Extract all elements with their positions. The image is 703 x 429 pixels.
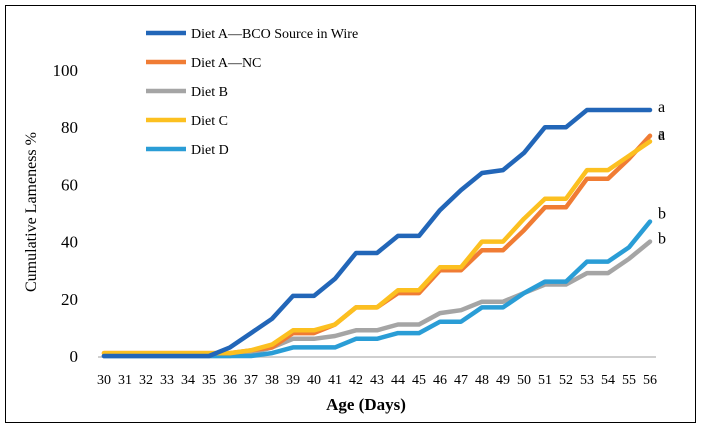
series-line-diet-a-nc: [101, 133, 653, 356]
x-tick-label: 31: [118, 373, 132, 388]
end-label: b: [658, 231, 666, 248]
y-tick-label: 100: [53, 61, 79, 80]
chart-legend: Diet A—BCO Source in Wire Diet A—NC Diet B…: [146, 27, 358, 158]
x-tick-label: 33: [160, 373, 174, 388]
end-label: a: [658, 126, 665, 143]
legend-label: Diet B: [191, 85, 228, 100]
legend-item: Diet A—NC: [146, 56, 261, 71]
end-label: b: [658, 206, 666, 223]
x-tick-label: 52: [559, 373, 573, 388]
x-tick-label: 30: [97, 373, 111, 388]
x-tick-label: 55: [622, 373, 636, 388]
y-axis-ticks: 0 20 40 60 80 100: [53, 61, 79, 366]
x-tick-label: 54: [601, 373, 615, 388]
y-tick-label: 80: [61, 118, 78, 137]
x-tick-label: 44: [391, 373, 405, 388]
y-tick-label: 40: [61, 233, 78, 252]
x-tick-label: 56: [643, 373, 657, 388]
x-tick-label: 45: [412, 373, 426, 388]
x-tick-label: 48: [475, 373, 489, 388]
x-axis-ticks: 30 31 32 33 34 35 36 37 38 39 40 41 42 43 44 45 46 47 48 49…: [97, 373, 657, 388]
series-line-diet-d: [101, 219, 653, 359]
x-tick-label: 51: [538, 373, 552, 388]
legend-label: Diet A—NC: [191, 56, 261, 71]
series-line-diet-a-bco-source-in-wire: [101, 107, 653, 359]
x-tick-label: 46: [433, 373, 447, 388]
x-tick-label: 43: [370, 373, 384, 388]
x-tick-label: 42: [349, 373, 363, 388]
x-tick-label: 53: [580, 373, 594, 388]
x-tick-label: 37: [244, 373, 258, 388]
y-tick-label: 20: [61, 290, 78, 309]
x-tick-label: 47: [454, 373, 468, 388]
legend-item: Diet A—BCO Source in Wire: [146, 27, 358, 42]
legend-label: Diet D: [191, 143, 229, 158]
end-label: a: [658, 99, 665, 116]
legend-label: Diet A—BCO Source in Wire: [191, 27, 358, 42]
x-tick-label: 50: [517, 373, 531, 388]
y-tick-label: 0: [70, 347, 79, 366]
legend-item: Diet C: [146, 114, 228, 129]
legend-label: Diet C: [191, 114, 228, 129]
x-tick-label: 36: [223, 373, 237, 388]
x-tick-label: 41: [328, 373, 342, 388]
x-tick-label: 35: [202, 373, 216, 388]
legend-item: Diet B: [146, 85, 228, 100]
series-line-diet-c: [101, 139, 653, 356]
x-tick-label: 39: [286, 373, 300, 388]
y-axis-label: Cumulative Lameness %: [23, 132, 40, 292]
x-tick-label: 40: [307, 373, 321, 388]
y-tick-label: 60: [61, 175, 78, 194]
x-tick-label: 32: [139, 373, 153, 388]
chart-series: [101, 107, 653, 359]
end-label: a: [658, 127, 665, 144]
legend-item: Diet D: [146, 143, 229, 158]
x-tick-label: 34: [181, 373, 195, 388]
x-tick-label: 38: [265, 373, 279, 388]
x-axis-label: Age (Days): [326, 395, 406, 414]
x-tick-label: 49: [496, 373, 510, 388]
